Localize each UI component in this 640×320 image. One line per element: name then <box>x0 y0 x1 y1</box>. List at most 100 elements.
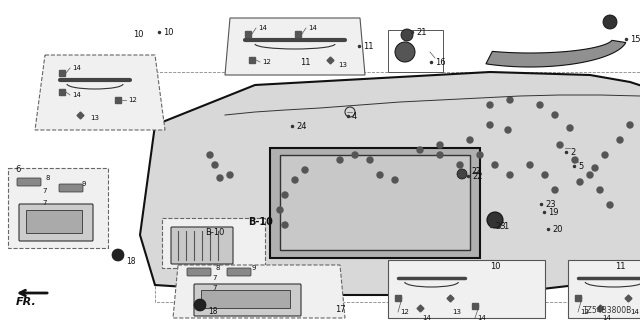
Circle shape <box>572 157 578 163</box>
Circle shape <box>477 152 483 158</box>
Text: 21: 21 <box>416 28 426 37</box>
FancyBboxPatch shape <box>227 268 251 276</box>
Text: 13: 13 <box>90 115 99 121</box>
Circle shape <box>507 97 513 103</box>
Text: 14: 14 <box>477 315 486 320</box>
Text: 12: 12 <box>400 309 409 315</box>
Text: 11: 11 <box>300 58 310 67</box>
Text: 14: 14 <box>72 92 81 98</box>
Text: 8: 8 <box>215 265 220 271</box>
Circle shape <box>212 162 218 168</box>
Text: 13: 13 <box>338 62 347 68</box>
Text: 13: 13 <box>452 309 461 315</box>
Bar <box>26 210 82 233</box>
Circle shape <box>542 172 548 178</box>
Text: 7: 7 <box>212 275 216 281</box>
FancyBboxPatch shape <box>59 184 83 192</box>
Circle shape <box>627 122 633 128</box>
Circle shape <box>112 249 124 261</box>
Polygon shape <box>140 72 640 295</box>
Circle shape <box>507 172 513 178</box>
Text: 17: 17 <box>335 305 346 314</box>
Text: 14: 14 <box>308 25 317 31</box>
Circle shape <box>457 162 463 168</box>
Circle shape <box>337 157 343 163</box>
Text: 2: 2 <box>570 148 575 157</box>
Circle shape <box>617 137 623 143</box>
Text: 7: 7 <box>42 200 47 206</box>
Circle shape <box>505 127 511 133</box>
Circle shape <box>401 29 413 41</box>
Text: 6: 6 <box>15 165 20 174</box>
Text: 11: 11 <box>363 42 374 51</box>
Text: 1: 1 <box>503 222 508 231</box>
Circle shape <box>395 42 415 62</box>
Circle shape <box>487 102 493 108</box>
FancyBboxPatch shape <box>194 284 301 316</box>
Circle shape <box>592 165 598 171</box>
Circle shape <box>417 147 423 153</box>
Bar <box>280 155 470 250</box>
Circle shape <box>552 112 558 118</box>
Bar <box>388 30 443 72</box>
Circle shape <box>527 162 533 168</box>
Text: 19: 19 <box>548 208 559 217</box>
Circle shape <box>602 152 608 158</box>
Text: 16: 16 <box>435 58 445 67</box>
Text: 12: 12 <box>262 59 271 65</box>
Bar <box>270 148 480 258</box>
Text: 14: 14 <box>72 65 81 71</box>
Text: 8: 8 <box>45 175 49 181</box>
Text: 18: 18 <box>208 308 218 316</box>
Text: 12: 12 <box>128 97 137 103</box>
Text: 14: 14 <box>258 25 267 31</box>
Text: 12: 12 <box>580 309 589 315</box>
Circle shape <box>552 187 558 193</box>
Circle shape <box>537 102 543 108</box>
Text: 22: 22 <box>472 167 481 177</box>
Text: FR.: FR. <box>16 297 36 307</box>
Circle shape <box>352 152 358 158</box>
Circle shape <box>277 207 283 213</box>
Text: 9: 9 <box>252 265 257 271</box>
Text: TZ54B3800B: TZ54B3800B <box>583 306 632 315</box>
Polygon shape <box>568 260 640 318</box>
Circle shape <box>457 169 467 179</box>
Text: 15: 15 <box>630 35 640 44</box>
Polygon shape <box>35 55 165 130</box>
Text: 14: 14 <box>602 315 611 320</box>
Circle shape <box>217 175 223 181</box>
Circle shape <box>557 142 563 148</box>
Circle shape <box>392 177 398 183</box>
Text: B-10: B-10 <box>248 217 273 227</box>
Text: 7: 7 <box>212 285 216 291</box>
Text: 20: 20 <box>552 225 563 234</box>
Text: 14: 14 <box>422 315 431 320</box>
Text: 10: 10 <box>132 30 143 39</box>
Circle shape <box>292 177 298 183</box>
Polygon shape <box>486 40 626 67</box>
Text: 22: 22 <box>472 172 483 181</box>
Circle shape <box>492 162 498 168</box>
Text: 5: 5 <box>578 162 583 171</box>
Text: 18: 18 <box>126 258 136 267</box>
Text: 24: 24 <box>296 122 307 131</box>
Text: 14: 14 <box>630 309 639 315</box>
Circle shape <box>207 152 213 158</box>
Polygon shape <box>8 168 108 248</box>
FancyBboxPatch shape <box>187 268 211 276</box>
FancyBboxPatch shape <box>171 227 233 264</box>
Circle shape <box>603 15 617 29</box>
Polygon shape <box>173 265 345 318</box>
Circle shape <box>377 172 383 178</box>
Circle shape <box>282 192 288 198</box>
Circle shape <box>487 122 493 128</box>
Text: 11: 11 <box>615 262 625 271</box>
Text: 9: 9 <box>82 181 86 187</box>
Text: 4: 4 <box>352 112 357 121</box>
Circle shape <box>302 167 308 173</box>
FancyBboxPatch shape <box>17 178 41 186</box>
Circle shape <box>577 179 583 185</box>
Circle shape <box>282 222 288 228</box>
Circle shape <box>437 152 443 158</box>
